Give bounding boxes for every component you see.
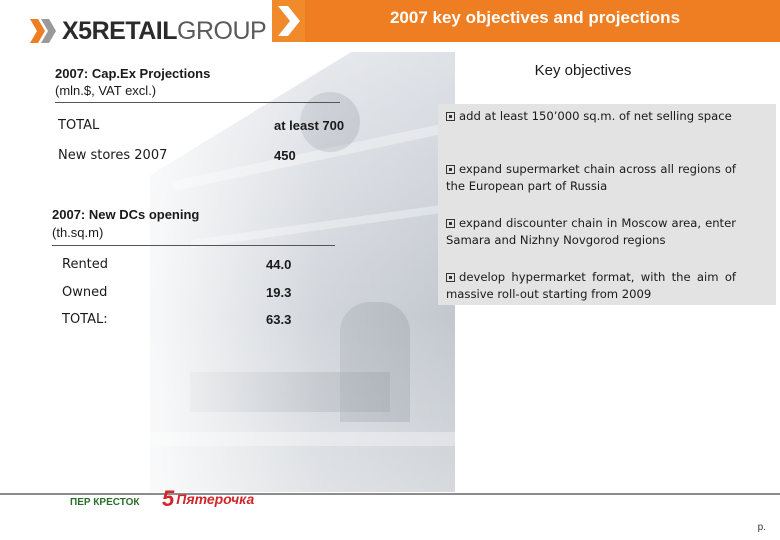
dcs-row-owned-value: 19.3 xyxy=(266,285,292,300)
capex-title: 2007: Cap.Ex Projections xyxy=(55,66,211,81)
dcs-row-rented-label: Rented xyxy=(62,257,109,272)
objective-item: expand supermarket chain across all regi… xyxy=(446,161,736,195)
objective-text: expand discounter chain in Moscow area, … xyxy=(446,216,736,247)
capex-row-total-label: TOTAL xyxy=(58,118,100,133)
page-number: p. xyxy=(757,522,766,533)
pyaterochka-logo-number: 5 xyxy=(162,486,175,511)
checkbox-bullet-icon xyxy=(446,165,455,174)
dcs-row-owned-label: Owned xyxy=(62,285,108,300)
dcs-row-rented-value: 44.0 xyxy=(266,257,292,272)
checkbox-bullet-icon xyxy=(446,219,455,228)
chevron-right-icon xyxy=(278,6,300,36)
logo-text: X5RETAILGROUP xyxy=(62,16,267,46)
key-objectives-box xyxy=(438,104,776,305)
pyaterochka-logo-text: Пятерочка xyxy=(176,491,255,507)
dcs-title: 2007: New DCs opening xyxy=(52,207,200,222)
dcs-divider xyxy=(52,245,335,246)
logo-x5: X5 xyxy=(62,16,92,45)
objective-text: expand supermarket chain across all regi… xyxy=(446,162,736,193)
footer-divider xyxy=(0,493,780,495)
page-title: 2007 key objectives and projections xyxy=(389,8,681,27)
capex-row-total-value: at least 700 xyxy=(274,118,345,133)
capex-row-new-stores-label: New stores 2007 xyxy=(58,148,168,163)
capex-row-new-stores-value: 450 xyxy=(274,148,296,163)
perekrestok-logo-text: ПЕР КРЕСТОК xyxy=(70,496,140,508)
dcs-row-total-value: 63.3 xyxy=(266,312,292,327)
objective-item: develop hypermarket format, with the aim… xyxy=(446,269,736,303)
key-objectives-title: Key objectives xyxy=(534,62,632,79)
title-bar-accent xyxy=(305,0,780,42)
dcs-subtitle: (th.sq.m) xyxy=(52,225,104,240)
objective-text: add at least 150’000 sq.m. of net sellin… xyxy=(459,109,732,123)
objective-item: expand discounter chain in Moscow area, … xyxy=(446,215,736,249)
capex-divider xyxy=(55,102,340,103)
objective-text: develop hypermarket format, with the aim… xyxy=(446,270,736,301)
x5-logo: X5RETAILGROUP xyxy=(28,14,267,48)
perekrestok-logo: ПЕР КРЕСТОК xyxy=(70,490,139,514)
x5-logo-mark-icon xyxy=(30,19,56,43)
pyaterochka-logo: 5 Пятерочка xyxy=(162,484,254,514)
dcs-row-total-label: TOTAL: xyxy=(62,312,108,327)
checkbox-bullet-icon xyxy=(446,112,455,121)
checkbox-bullet-icon xyxy=(446,273,455,282)
objective-item: add at least 150’000 sq.m. of net sellin… xyxy=(446,108,736,125)
photo-fade-overlay xyxy=(0,52,460,492)
logo-group: GROUP xyxy=(177,16,267,45)
logo-retail: RETAIL xyxy=(91,16,178,45)
capex-subtitle: (mln.$, VAT excl.) xyxy=(55,83,157,98)
